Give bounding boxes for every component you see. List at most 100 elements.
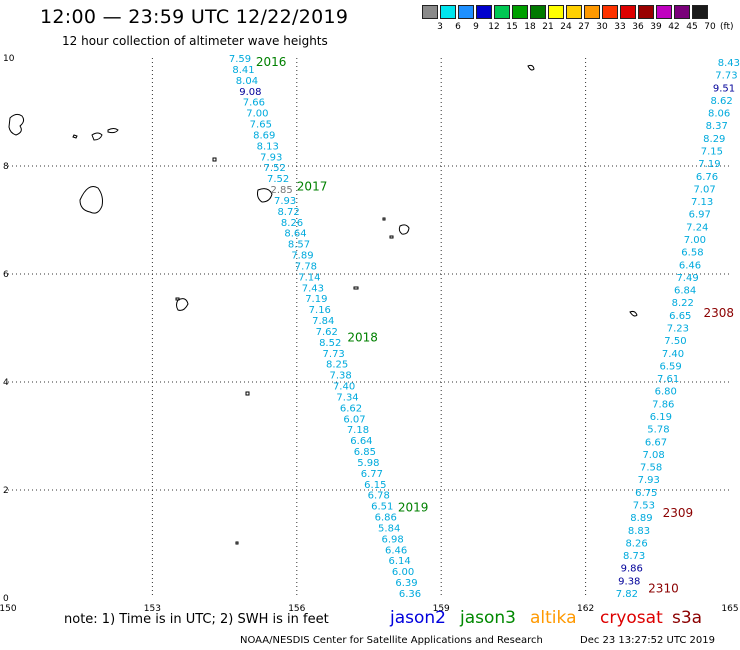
swh-value: 8.72 — [277, 207, 299, 218]
island-outline — [257, 188, 273, 203]
swh-value: 7.62 — [316, 327, 338, 338]
pass-label: 2018 — [347, 331, 378, 345]
swh-value: 6.59 — [659, 361, 681, 372]
swh-value: 7.23 — [667, 324, 689, 335]
swh-value: 7.14 — [298, 272, 320, 283]
x-tick-label: 159 — [433, 604, 450, 614]
scale-swatch — [494, 5, 510, 19]
y-tick-label: 4 — [3, 378, 9, 388]
y-tick-label: 10 — [3, 54, 15, 64]
scale-swatch — [674, 5, 690, 19]
swh-value: 6.65 — [669, 311, 691, 322]
scale-label: 45 — [686, 22, 698, 32]
swh-value: 8.29 — [703, 134, 725, 145]
x-tick-label: 162 — [577, 604, 594, 614]
island-outline — [175, 297, 180, 301]
swh-value: 8.25 — [326, 360, 348, 371]
scale-label: 21 — [542, 22, 554, 32]
swh-value: 7.61 — [657, 374, 679, 385]
y-tick-label: 2 — [3, 486, 9, 496]
swh-value: 6.64 — [350, 436, 372, 447]
swh-value: 6.67 — [645, 437, 667, 448]
swh-value: 6.97 — [689, 210, 711, 221]
swh-value: 6.80 — [655, 387, 677, 398]
swh-value: 7.38 — [329, 371, 351, 382]
swh-value: 9.51 — [713, 83, 735, 94]
generation-timestamp: Dec 23 13:27:52 UTC 2019 — [580, 635, 715, 646]
swh-value: 7.15 — [701, 147, 723, 158]
island-outline — [353, 286, 359, 290]
swh-value: 6.58 — [681, 248, 703, 259]
swh-value: 6.07 — [343, 414, 365, 425]
swh-value: 7.00 — [246, 109, 268, 120]
swh-value: 8.06 — [708, 109, 730, 120]
swh-value: 7.52 — [267, 174, 289, 185]
swh-value: 6.76 — [696, 172, 718, 183]
scale-swatch — [584, 5, 600, 19]
swh-value: 7.58 — [640, 463, 662, 474]
island-outline — [527, 64, 535, 71]
scale-unit: (ft) — [720, 22, 734, 32]
scale-swatch — [620, 5, 636, 19]
swh-value: 7.24 — [686, 222, 708, 233]
swh-value: 7.93 — [274, 196, 296, 207]
island-outline — [629, 310, 638, 317]
scale-label: 36 — [632, 22, 644, 32]
scale-label: 39 — [650, 22, 662, 32]
island-outline — [91, 132, 103, 141]
island-outline — [382, 217, 386, 221]
swh-value: 7.93 — [638, 475, 660, 486]
swh-value: 7.73 — [715, 71, 737, 82]
mission-label: altika — [530, 608, 577, 628]
swh-value: 6.75 — [635, 488, 657, 499]
swh-value: 6.98 — [382, 534, 404, 545]
scale-swatch — [602, 5, 618, 19]
scale-label: 18 — [524, 22, 536, 32]
swh-value: 6.14 — [388, 556, 410, 567]
pass-label: 2309 — [663, 506, 694, 520]
scale-swatch — [422, 5, 438, 19]
scale-label: 33 — [614, 22, 626, 32]
swh-value: 6.62 — [340, 403, 362, 414]
swh-value: 8.52 — [319, 338, 341, 349]
swh-value: 8.89 — [630, 513, 652, 524]
pass-label: 2308 — [704, 306, 735, 320]
swh-value: 5.84 — [378, 523, 400, 534]
credit-line: NOAA/NESDIS Center for Satellite Applica… — [240, 635, 543, 646]
swh-value: 8.64 — [284, 229, 306, 240]
swh-value: 8.37 — [706, 121, 728, 132]
swh-value: 5.98 — [357, 458, 379, 469]
swh-value: 7.19 — [305, 294, 327, 305]
swh-value: 8.73 — [623, 551, 645, 562]
x-tick-label: 156 — [288, 604, 305, 614]
pass-label: 2016 — [256, 55, 287, 69]
swh-value: 6.46 — [385, 545, 407, 556]
swh-value: 7.16 — [309, 305, 331, 316]
scale-label: 30 — [596, 22, 608, 32]
swh-value: 7.40 — [333, 382, 355, 393]
swh-value: 7.82 — [616, 589, 638, 600]
footer-note: note: 1) Time is in UTC; 2) SWH is in fe… — [64, 612, 329, 627]
page-subtitle: 12 hour collection of altimeter wave hei… — [62, 34, 328, 48]
swh-value: 7.73 — [323, 349, 345, 360]
swh-value: 8.62 — [710, 96, 732, 107]
swh-value: 8.41 — [232, 65, 254, 76]
island-outline — [398, 224, 410, 235]
swh-value: 9.08 — [239, 87, 261, 98]
scale-swatch — [476, 5, 492, 19]
swh-value: 7.50 — [664, 336, 686, 347]
scale-swatch — [530, 5, 546, 19]
swh-value: 6.84 — [674, 286, 696, 297]
swh-value: 5.78 — [647, 425, 669, 436]
swh-value: 7.66 — [243, 98, 265, 109]
y-tick-label: 0 — [3, 594, 9, 604]
y-tick-label: 8 — [3, 162, 9, 172]
swh-value: 6.78 — [368, 491, 390, 502]
swh-value: 6.86 — [375, 513, 397, 524]
swh-value: 7.00 — [684, 235, 706, 246]
x-tick-label: 150 — [0, 604, 17, 614]
pass-label: 2017 — [297, 179, 328, 193]
swh-value: 7.19 — [698, 159, 720, 170]
swh-value: 8.04 — [236, 76, 258, 87]
scale-swatch — [656, 5, 672, 19]
